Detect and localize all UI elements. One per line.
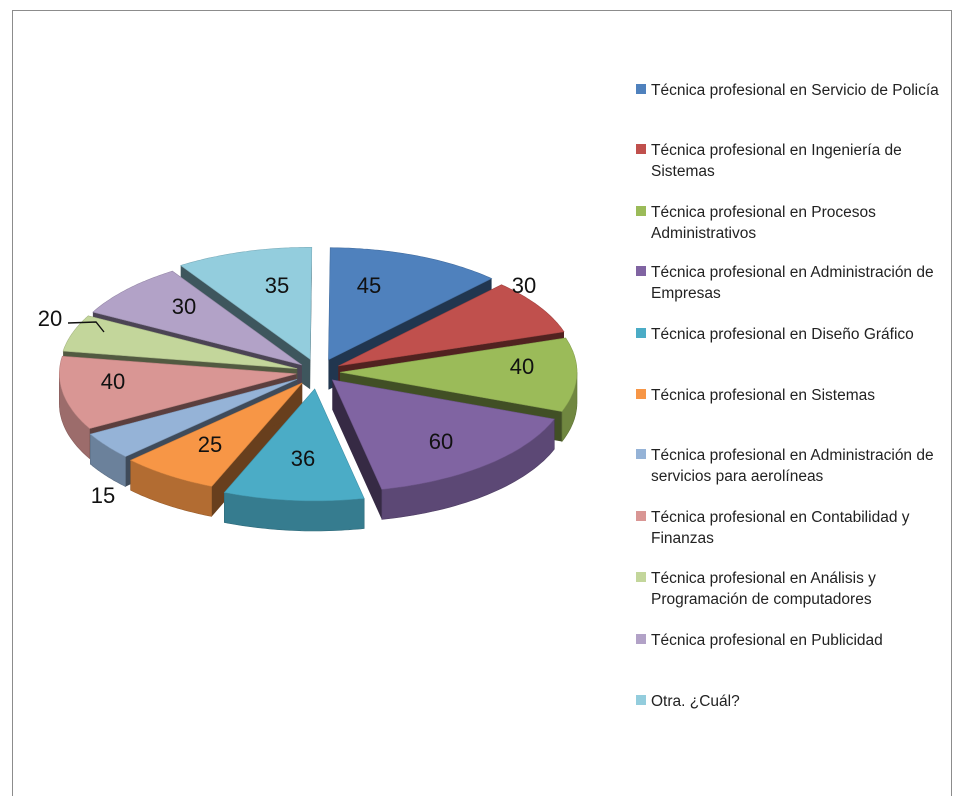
legend-label: Otra. ¿Cuál?	[651, 693, 740, 710]
legend-label: Técnica profesional en Administración de…	[651, 264, 934, 302]
data-label-5: 25	[198, 432, 222, 457]
data-label-3: 60	[429, 429, 453, 454]
legend-label: Técnica profesional en Ingeniería de Sis…	[651, 142, 902, 180]
legend-swatch	[636, 695, 646, 705]
legend-label: Técnica profesional en Sistemas	[651, 387, 876, 404]
legend-item: Técnica profesional en Diseño Gráfico	[636, 324, 946, 345]
legend-item: Técnica profesional en Ingeniería de Sis…	[636, 140, 946, 182]
data-label-7: 40	[101, 369, 125, 394]
legend-swatch	[636, 144, 646, 154]
legend-item: Técnica profesional en Publicidad	[636, 630, 946, 651]
legend-swatch	[636, 572, 646, 582]
pie-slice-8	[62, 315, 298, 369]
legend-swatch	[636, 634, 646, 644]
legend-swatch	[636, 266, 646, 276]
legend-label: Técnica profesional en Contabilidad y Fi…	[651, 509, 910, 547]
legend-item: Técnica profesional en Administración de…	[636, 445, 946, 487]
legend-item: Otra. ¿Cuál?	[636, 691, 946, 712]
legend-item: Técnica profesional en Administración de…	[636, 262, 946, 304]
legend-label: Técnica profesional en Procesos Administ…	[651, 204, 876, 242]
legend-item: Técnica profesional en Sistemas	[636, 385, 946, 406]
legend-swatch	[636, 206, 646, 216]
legend-label: Técnica profesional en Publicidad	[651, 632, 883, 649]
legend-label: Técnica profesional en Análisis y Progra…	[651, 570, 876, 608]
pie-slice-0	[328, 247, 493, 361]
data-label-2: 40	[510, 354, 534, 379]
pie-slice-4	[223, 388, 365, 502]
data-label-4: 36	[291, 446, 315, 471]
pie-slice-7	[58, 355, 297, 429]
pie-slice-6	[89, 379, 298, 457]
pie-slice-3	[331, 379, 555, 490]
pie-slice-tops	[58, 247, 578, 502]
legend-item: Técnica profesional en Contabilidad y Fi…	[636, 507, 946, 549]
data-label-9: 30	[172, 294, 196, 319]
legend-swatch	[636, 449, 646, 459]
legend-item: Técnica profesional en Procesos Administ…	[636, 202, 946, 244]
pie-slice-wall-3-1	[332, 379, 382, 520]
pie-slice-9	[92, 270, 302, 366]
legend-item: Técnica profesional en Análisis y Progra…	[636, 568, 946, 610]
legend-label: Técnica profesional en Servicio de Polic…	[651, 82, 939, 99]
data-label-8: 20	[38, 306, 62, 331]
pie-slice-1	[338, 284, 565, 367]
legend-swatch	[636, 328, 646, 338]
legend-item: Técnica profesional en Servicio de Polic…	[636, 80, 946, 101]
data-label-10: 35	[265, 273, 289, 298]
legend-swatch	[636, 84, 646, 94]
legend-label: Técnica profesional en Administración de…	[651, 447, 934, 485]
pie-slice-10	[180, 247, 313, 360]
data-label-0: 45	[357, 273, 381, 298]
legend-swatch	[636, 389, 646, 399]
pie-slice-5	[129, 382, 303, 487]
data-label-6: 15	[91, 483, 115, 508]
pie-slice-2	[339, 337, 578, 412]
legend-label: Técnica profesional en Diseño Gráfico	[651, 326, 914, 343]
leader-line	[67, 321, 105, 333]
data-label-1: 30	[512, 273, 536, 298]
legend-swatch	[636, 511, 646, 521]
